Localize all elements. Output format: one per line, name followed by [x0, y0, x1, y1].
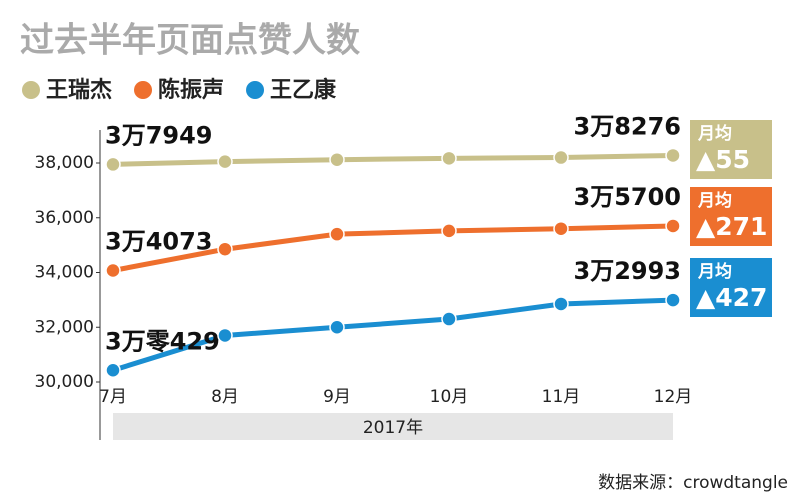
badge-title: 月均	[697, 123, 732, 144]
value-label: 3万8276	[574, 112, 682, 140]
point	[217, 153, 233, 170]
series-line	[112, 152, 674, 167]
point	[553, 149, 569, 166]
point	[441, 223, 457, 239]
point	[665, 218, 681, 234]
point	[441, 311, 457, 327]
point	[105, 156, 121, 173]
point	[105, 362, 121, 379]
badge-value: ▲271	[696, 212, 767, 241]
value-label: 3万7949	[105, 121, 213, 149]
badge	[690, 187, 772, 246]
legend-swatch	[134, 81, 153, 99]
y-tick-label: 30,000	[35, 372, 94, 392]
legend-label: 王瑞杰	[46, 78, 112, 103]
y-tick-label: 34,000	[35, 263, 94, 283]
legend-swatch	[246, 81, 265, 99]
x-tick-label: 7月	[99, 387, 127, 407]
point	[329, 226, 345, 242]
point	[553, 220, 569, 237]
badge	[690, 258, 772, 317]
legend-swatch	[22, 81, 40, 99]
legend-label: 王乙康	[270, 77, 337, 103]
value-label: 3万4073	[105, 228, 213, 256]
badge-value: ▲55	[696, 145, 750, 174]
x-label-band	[113, 413, 673, 440]
x-tick-label: 8月	[211, 387, 239, 407]
point	[329, 151, 345, 168]
y-tick-label: 36,000	[35, 208, 94, 228]
value-label: 3万5700	[574, 183, 682, 211]
y-tick-label: 32,000	[35, 317, 94, 337]
chart-title: 过去半年页面点赞人数	[20, 21, 360, 61]
point	[553, 296, 569, 312]
x-axis-label: 2017年	[363, 418, 423, 438]
x-tick-label: 10月	[430, 387, 469, 407]
x-tick-label: 11月	[542, 387, 581, 407]
point	[665, 147, 681, 164]
point	[105, 262, 121, 279]
x-tick-label: 12月	[654, 387, 693, 407]
badge	[690, 120, 772, 179]
value-label: 3万2993	[574, 257, 682, 285]
point	[217, 327, 233, 344]
badge-title: 月均	[697, 190, 732, 211]
point	[441, 150, 457, 167]
badge-title: 月均	[697, 261, 732, 282]
x-tick-label: 9月	[323, 387, 351, 407]
series-line	[112, 223, 674, 273]
value-label: 3万零429	[105, 327, 220, 355]
source: 数据来源：crowdtangle	[598, 473, 788, 493]
legend-label: 陈振声	[158, 77, 224, 103]
y-tick-label: 38,000	[35, 153, 94, 173]
point	[329, 319, 345, 335]
point	[665, 292, 681, 308]
badge-value: ▲427	[696, 283, 767, 312]
series-line	[112, 297, 674, 373]
point	[217, 241, 233, 257]
